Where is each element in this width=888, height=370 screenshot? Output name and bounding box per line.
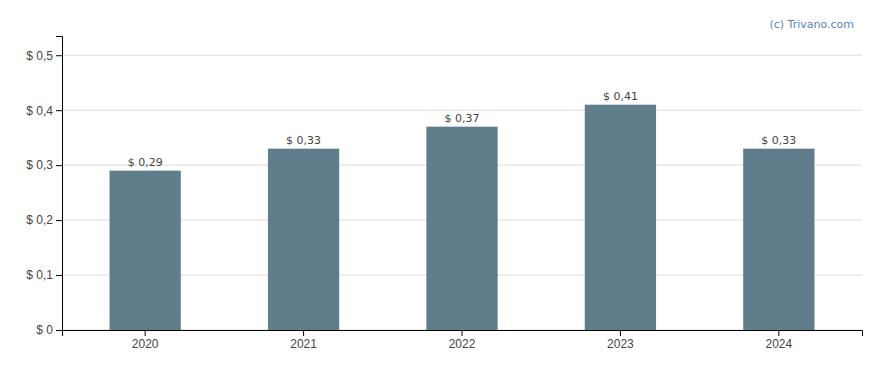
data-label: $ 0,41 — [603, 90, 638, 103]
x-tick-mark — [620, 330, 621, 336]
bar — [743, 149, 814, 330]
data-label: $ 0,33 — [286, 134, 321, 147]
y-axis: $ 0 $ 0,1 $ 0,2 $ 0,3 $ 0,4 $ 0,5 — [26, 37, 62, 338]
x-tick-label: 2022 — [449, 337, 476, 351]
y-tick-label: $ 0 — [36, 323, 53, 337]
y-tick-label: $ 0,5 — [26, 49, 53, 63]
grid-line — [62, 55, 862, 56]
bar — [268, 149, 339, 330]
y-tick: $ 0,2 — [26, 213, 62, 227]
y-tick-mark — [56, 220, 62, 221]
y-tick: $ 0,5 — [26, 49, 62, 63]
y-tick: $ 0,1 — [26, 268, 62, 282]
x-tick-mark — [145, 330, 146, 336]
y-tick-label: $ 0,1 — [26, 268, 53, 282]
bars — [110, 105, 815, 330]
grid-line — [62, 110, 862, 111]
x-tick: 2022 — [449, 330, 476, 351]
y-tick-label: $ 0,4 — [26, 104, 53, 118]
x-tick-label: 2020 — [132, 337, 159, 351]
y-tick-mark — [56, 55, 62, 56]
x-tick: 2024 — [765, 330, 792, 351]
bar — [110, 171, 181, 330]
x-tick: 2020 — [132, 330, 159, 351]
x-axis-line — [63, 331, 863, 337]
x-tick: 2021 — [290, 330, 317, 351]
data-labels: $ 0,29 $ 0,33 $ 0,37 $ 0,41 $ 0,33 — [128, 90, 797, 169]
y-tick-mark — [56, 165, 62, 166]
data-label: $ 0,33 — [761, 134, 796, 147]
x-tick-label: 2023 — [607, 337, 634, 351]
y-tick-label: $ 0,3 — [26, 158, 53, 172]
y-tick: $ 0,3 — [26, 158, 62, 172]
x-tick-mark — [462, 330, 463, 336]
watermark: (c) Trivano.com — [769, 18, 854, 31]
chart: $ 0 $ 0,1 $ 0,2 $ 0,3 $ 0,4 $ 0,5 2020 2021 2022… — [0, 0, 888, 370]
plot: $ 0 $ 0,1 $ 0,2 $ 0,3 $ 0,4 $ 0,5 2020 2021 2022… — [26, 18, 862, 351]
y-tick-label: $ 0,2 — [26, 213, 53, 227]
x-axis: 2020 2021 2022 2023 2024 — [63, 330, 863, 351]
data-label: $ 0,29 — [128, 156, 163, 169]
x-tick-mark — [303, 330, 304, 336]
x-tick-label: 2021 — [290, 337, 317, 351]
y-tick-mark — [56, 275, 62, 276]
data-label: $ 0,37 — [445, 112, 480, 125]
x-tick: 2023 — [607, 330, 634, 351]
y-tick-mark — [56, 330, 62, 331]
bar — [426, 127, 497, 330]
y-tick: $ 0,4 — [26, 104, 62, 118]
x-tick-label: 2024 — [765, 337, 792, 351]
y-tick: $ 0 — [36, 323, 62, 337]
x-tick-mark — [778, 330, 779, 336]
y-tick-mark — [56, 110, 62, 111]
grid — [62, 55, 862, 330]
y-axis-line — [56, 37, 63, 331]
bar — [585, 105, 656, 330]
